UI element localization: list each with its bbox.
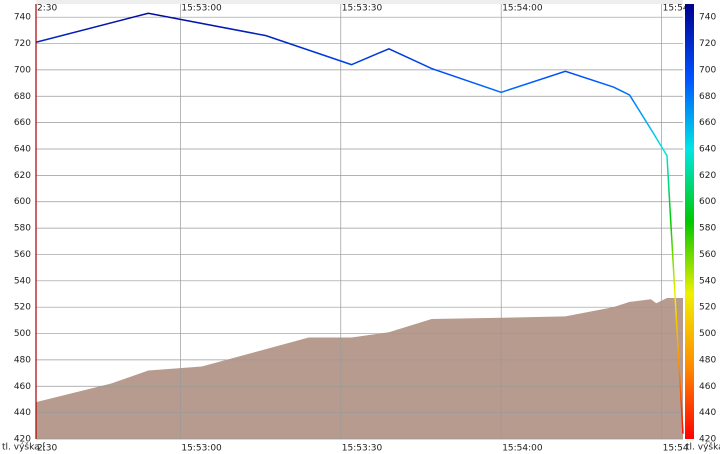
y-tick-label: 740 (14, 13, 31, 23)
colorbar-tick-label: 500 (699, 329, 716, 339)
y-tick-label: 640 (14, 145, 31, 155)
y-tick-label: 560 (14, 250, 31, 260)
y-label-left: tl. výška [ (2, 442, 46, 453)
y-label-right: tl. výška [r (686, 442, 720, 453)
colorbar-tick-label: 700 (699, 65, 716, 75)
y-tick-label: 620 (14, 171, 31, 181)
colorbar-tick-label: 660 (699, 118, 716, 128)
x-tick-label: 15:54 (663, 444, 689, 454)
colorbar-tick-label: 600 (699, 197, 716, 207)
y-tick-label: 420 (14, 435, 31, 445)
colorbar-tick-label: 620 (699, 171, 716, 181)
y-tick-label: 460 (14, 382, 31, 392)
y-tick-label: 700 (14, 65, 31, 75)
x-tick-label: 2:30 (37, 444, 57, 454)
y-tick-label: 500 (14, 329, 31, 339)
y-tick-label: 580 (14, 224, 31, 234)
colorbar-tick-label: 520 (699, 303, 716, 313)
x-tick-label: 15:54:00 (502, 444, 543, 454)
x-tick-label: 15:53:30 (342, 4, 383, 14)
x-tick-label: 15:54 (663, 4, 689, 14)
x-tick-label: 15:53:30 (342, 444, 383, 454)
x-tick-label: 15:54:00 (502, 4, 543, 14)
y-tick-label: 600 (14, 197, 31, 207)
colorbar-tick-label: 640 (699, 145, 716, 155)
x-tick-label: 2:30 (37, 4, 57, 14)
y-tick-label: 680 (14, 92, 31, 102)
y-tick-label: 540 (14, 276, 31, 286)
y-tick-label: 720 (14, 39, 31, 49)
y-tick-label: 440 (14, 408, 31, 418)
colorbar-tick-label: 740 (699, 13, 716, 23)
colorbar-tick-label: 680 (699, 92, 716, 102)
colorbar-tick-label: 540 (699, 276, 716, 286)
colorbar-tick-label: 720 (699, 39, 716, 49)
colorbar-tick-label: 460 (699, 382, 716, 392)
y-tick-label: 660 (14, 118, 31, 128)
top-strip (36, 0, 683, 4)
colorbar-tick-label: 440 (699, 408, 716, 418)
colorbar-tick-label: 580 (699, 224, 716, 234)
x-tick-label: 15:53:00 (181, 444, 222, 454)
y-tick-label: 480 (14, 355, 31, 365)
y-tick-label: 520 (14, 303, 31, 313)
colorbar-tick-label: 480 (699, 355, 716, 365)
colorbar-tick-label: 420 (699, 435, 716, 445)
colorbar-tick-label: 560 (699, 250, 716, 260)
colorbar (685, 4, 694, 439)
line (35, 12, 684, 434)
x-tick-label: 15:53:00 (181, 4, 222, 14)
